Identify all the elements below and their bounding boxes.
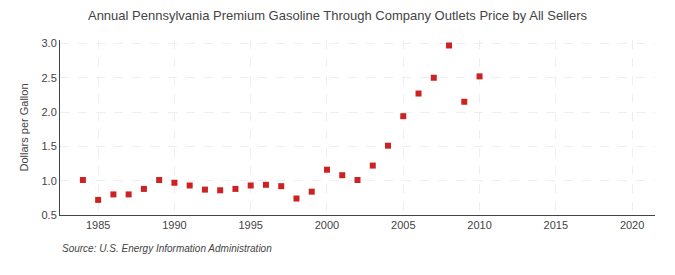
svg-text:2.5: 2.5 (42, 72, 57, 84)
svg-text:1985: 1985 (86, 219, 110, 231)
svg-text:2015: 2015 (544, 219, 568, 231)
svg-text:2005: 2005 (391, 219, 415, 231)
svg-text:3.0: 3.0 (42, 37, 57, 49)
svg-text:Annual Pennsylvania Premium Ga: Annual Pennsylvania Premium Gasoline Thr… (88, 8, 588, 23)
svg-text:0.5: 0.5 (42, 209, 57, 221)
svg-text:Source: U.S. Energy Informatio: Source: U.S. Energy Information Administ… (62, 243, 272, 254)
svg-text:2010: 2010 (467, 219, 491, 231)
svg-text:1990: 1990 (162, 219, 186, 231)
svg-text:2.0: 2.0 (42, 106, 57, 118)
svg-text:Dollars per Gallon: Dollars per Gallon (18, 83, 30, 171)
svg-text:1.0: 1.0 (42, 175, 57, 187)
svg-text:2020: 2020 (620, 219, 644, 231)
svg-text:1.5: 1.5 (42, 140, 57, 152)
svg-text:1995: 1995 (238, 219, 262, 231)
svg-text:2000: 2000 (315, 219, 339, 231)
